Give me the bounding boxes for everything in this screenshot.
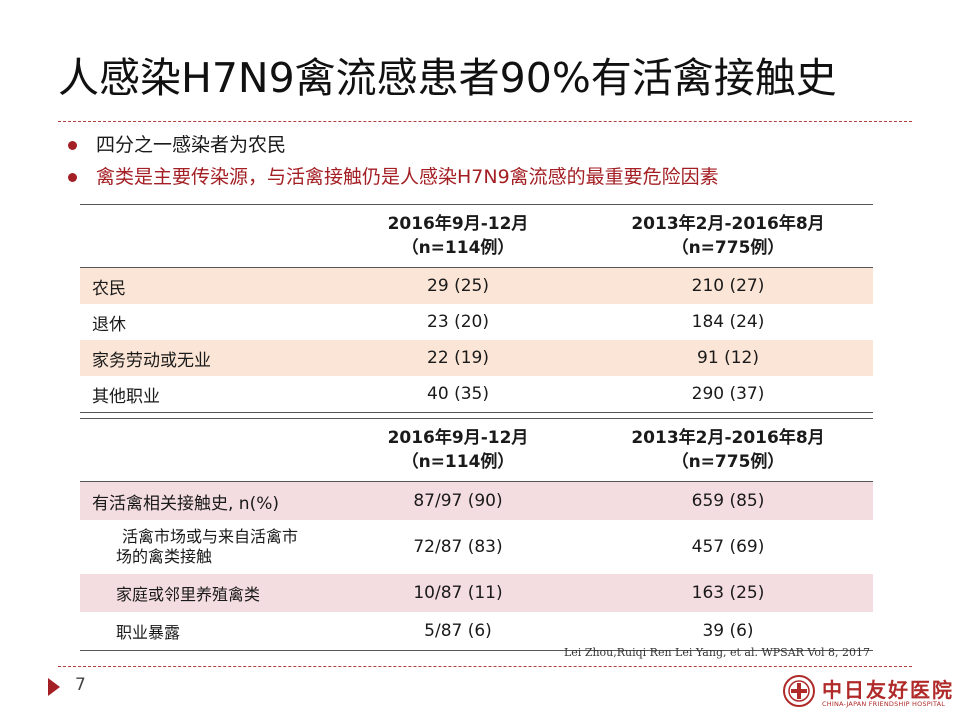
table-row: 其他职业 40 (35) 290 (37) [80,376,873,413]
bullet-dot-icon [68,141,77,150]
row-value-2: 163 (25) [583,574,873,612]
row-value-1: 87/97 (90) [333,481,583,520]
row-label-line: 活禽市场或与来自活禽市 [122,527,299,546]
row-value-1: 10/87 (11) [333,574,583,612]
bullet-text: 禽类是主要传染源，与活禽接触仍是人感染H7N9禽流感的最重要危险因素 [96,166,719,188]
table-row: 农民 29 (25) 210 (27) [80,267,873,304]
row-label: 有活禽相关接触史, n(%) [80,481,333,520]
header-period-2: 2013年2月-2016年8月 （n=775例） [583,204,873,268]
header-sample-size: （n=775例） [671,452,785,472]
citation: Lei Zhou,Ruiqi Ren Lei Yang, et al. WPSA… [563,646,870,659]
row-label: 农民 [80,267,333,304]
bullet-item: 四分之一感染者为农民 [64,130,719,162]
bullet-dot-icon [68,173,77,182]
hospital-emblem-icon [783,675,815,707]
header-period-2: 2013年2月-2016年8月 （n=775例） [583,418,873,482]
footer-divider [58,666,912,667]
exposure-table: 2016年9月-12月 （n=114例） 2013年2月-2016年8月 （n=… [80,418,873,651]
bullet-text: 四分之一感染者为农民 [96,134,287,156]
header-period-label: 2013年2月-2016年8月 [631,214,825,234]
header-sample-size: （n=775例） [671,238,785,258]
row-value-2: 290 (37) [691,384,765,404]
header-period-label: 2016年9月-12月 [387,214,529,234]
header-period-1: 2016年9月-12月 （n=114例） [333,418,583,482]
hospital-logo: 中日友好医院 CHINA-JAPAN FRIENDSHIP HOSPITAL [782,672,952,716]
row-value-1: 22 (19) [333,340,583,376]
row-value-2: 457 (69) [691,537,765,557]
table-row: 家庭或邻里养殖禽类 10/87 (11) 163 (25) [80,574,873,612]
table-row: 家务劳动或无业 22 (19) 91 (12) [80,340,873,376]
row-label: 职业暴露 [116,623,181,642]
row-value-1: 23 (20) [427,312,489,332]
row-value-2: 659 (85) [583,481,873,520]
row-label: 退休 [92,314,126,335]
logo-english-name: CHINA-JAPAN FRIENDSHIP HOSPITAL [822,700,946,708]
logo-chinese-name: 中日友好医院 [822,678,954,702]
header-period-1: 2016年9月-12月 （n=114例） [333,204,583,268]
table-row: 职业暴露 5/87 (6) 39 (6) [80,612,873,651]
row-label-line: 场的禽类接触 [116,547,213,566]
header-sample-size: （n=114例） [401,238,515,258]
row-value-1: 40 (35) [427,384,489,404]
row-value-1: 5/87 (6) [424,621,492,641]
row-label: 其他职业 [92,386,160,407]
table-row: 活禽市场或与来自活禽市 场的禽类接触 72/87 (83) 457 (69) [80,520,873,574]
row-value-2: 210 (27) [583,267,873,304]
bullet-item: 禽类是主要传染源，与活禽接触仍是人感染H7N9禽流感的最重要危险因素 [64,162,719,194]
header-sample-size: （n=114例） [401,452,515,472]
slide-title: 人感染H7N9禽流感患者90%有活禽接触史 [58,54,837,102]
row-value-2: 91 (12) [583,340,873,376]
header-period-label: 2013年2月-2016年8月 [631,428,825,448]
header-empty-cell [80,204,333,268]
page-arrow-icon [48,678,60,696]
row-label: 家务劳动或无业 [80,340,333,376]
row-value-1: 72/87 (83) [413,537,503,557]
row-value-1: 29 (25) [333,267,583,304]
occupation-table: 2016年9月-12月 （n=114例） 2013年2月-2016年8月 （n=… [80,204,873,413]
row-value-2: 184 (24) [691,312,765,332]
header-period-label: 2016年9月-12月 [387,428,529,448]
row-value-2: 39 (6) [702,621,754,641]
header-empty-cell [80,418,333,482]
table-row: 有活禽相关接触史, n(%) 87/97 (90) 659 (85) [80,481,873,520]
page-number: 7 [75,675,86,695]
table-header-row: 2016年9月-12月 （n=114例） 2013年2月-2016年8月 （n=… [80,204,873,268]
row-label: 活禽市场或与来自活禽市 场的禽类接触 [80,520,333,574]
table-row: 退休 23 (20) 184 (24) [80,304,873,340]
table-header-row: 2016年9月-12月 （n=114例） 2013年2月-2016年8月 （n=… [80,418,873,482]
row-label: 家庭或邻里养殖禽类 [80,574,333,612]
bullet-list: 四分之一感染者为农民 禽类是主要传染源，与活禽接触仍是人感染H7N9禽流感的最重… [64,130,719,194]
title-divider [58,121,912,122]
